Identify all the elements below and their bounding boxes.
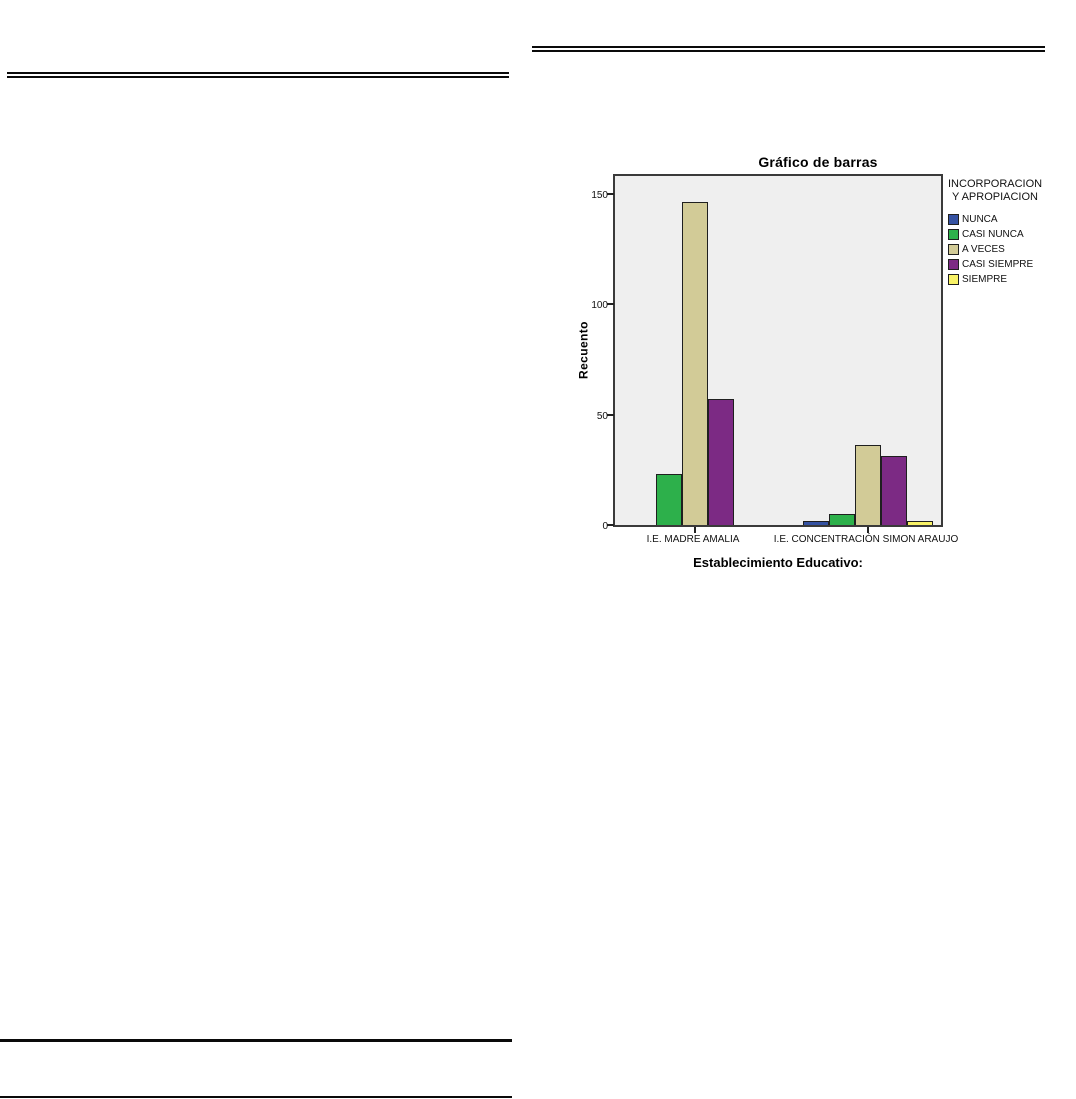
legend-title-line1: INCORPORACION <box>948 178 1043 190</box>
bar-casi-siempre-g2 <box>881 456 907 525</box>
legend-item: CASI NUNCA <box>948 227 1075 242</box>
header-rule-right <box>532 46 1045 52</box>
y-tick-label: 150 <box>591 189 608 201</box>
bar-siempre-g2 <box>907 521 933 525</box>
chart-title: Gráfico de barras <box>758 154 878 170</box>
y-tick-label: 100 <box>591 300 608 311</box>
legend-item: A VECES <box>948 242 1075 257</box>
legend-swatch <box>948 274 959 285</box>
bar-casi-nunca-g1 <box>656 474 682 525</box>
legend-label: CASI SIEMPRE <box>962 259 1034 270</box>
footer-rule-thick <box>0 1039 512 1042</box>
plot-area <box>607 174 943 533</box>
legend-label: CASI NUNCA <box>962 229 1024 240</box>
y-tick-mark <box>607 413 614 416</box>
header-rule-left <box>7 72 509 78</box>
y-axis-title: Recuento <box>576 321 591 380</box>
legend-item: CASI SIEMPRE <box>948 257 1075 272</box>
y-tick-mark <box>607 524 614 526</box>
legend-swatch <box>948 244 959 255</box>
x-category-label: I.E. CONCENTRACIÓN SIMON ARAUJO <box>773 534 959 545</box>
legend-items: NUNCA CASI NUNCA A VECES CASI SIEMPRE SIEMPR… <box>948 212 1075 287</box>
footer-rule-thin <box>0 1096 512 1098</box>
x-tick-mark <box>867 527 869 533</box>
legend-label: NUNCA <box>962 214 998 225</box>
bar-a-veces-g1 <box>682 202 708 525</box>
legend-swatch <box>948 259 959 270</box>
legend: INCORPORACION Y APROPIACION NUNCA CASI NU… <box>948 178 1075 287</box>
legend-swatch <box>948 229 959 240</box>
bar-casi-nunca-g2 <box>829 514 855 525</box>
bar-nunca-g2 <box>803 521 829 525</box>
legend-label: SIEMPRE <box>962 274 1008 285</box>
bar-chart: Gráfico de barras Recuento 0 50 100 150 I.E… <box>575 150 1075 590</box>
bar-casi-siempre-g1 <box>708 399 734 525</box>
legend-item: NUNCA <box>948 212 1075 227</box>
y-tick-mark <box>607 192 614 195</box>
legend-title-line2: Y APROPIACION <box>952 191 1038 203</box>
legend-label: A VECES <box>962 244 1005 255</box>
bar-a-veces-g2 <box>855 445 881 525</box>
y-tick-label: 50 <box>596 410 608 422</box>
x-tick-mark <box>694 527 696 533</box>
legend-title: INCORPORACION Y APROPIACION <box>948 178 1075 204</box>
legend-item: SIEMPRE <box>948 272 1075 287</box>
y-tick-label: 0 <box>602 521 608 532</box>
x-axis-title: Establecimiento Educativo: <box>693 555 863 570</box>
x-category-label: I.E. MADRE AMALIA <box>646 534 740 545</box>
legend-swatch <box>948 214 959 225</box>
y-tick-mark <box>607 303 614 305</box>
